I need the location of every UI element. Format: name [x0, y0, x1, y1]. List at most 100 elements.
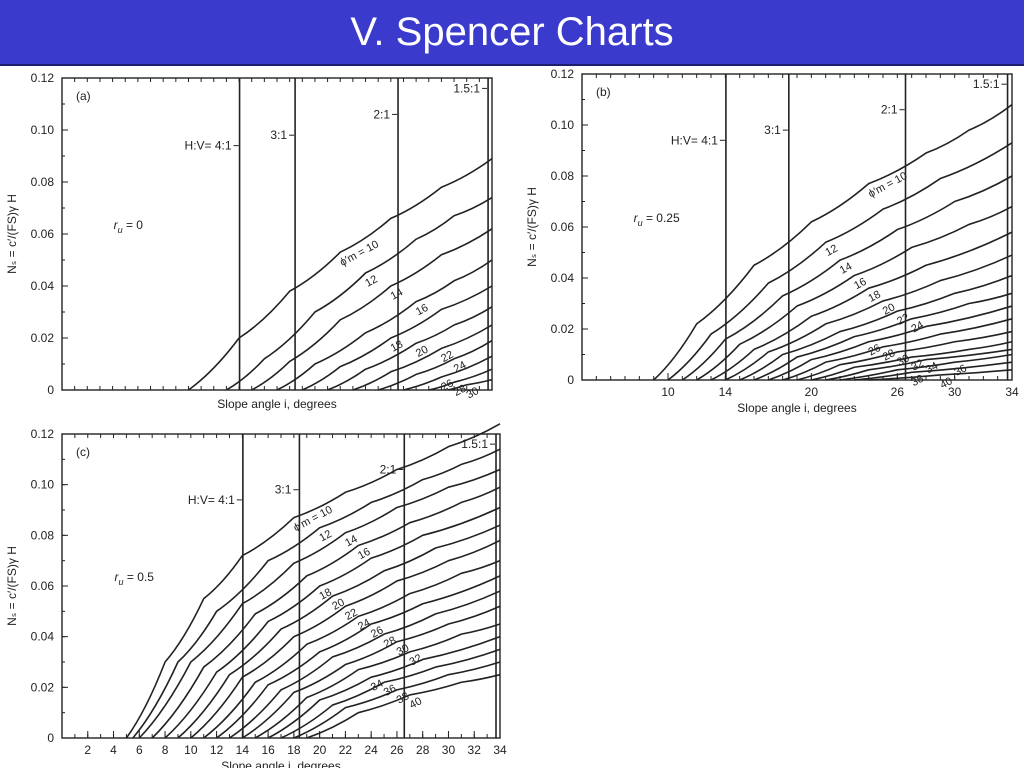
chart-b-xtick-label: 14: [719, 385, 733, 399]
chart-a-ytick-label: 0.06: [31, 227, 55, 241]
chart-b-xtick-label: 10: [661, 385, 675, 399]
chart-b-xtick-label: 26: [891, 385, 905, 399]
chart-c-ru-value: = 0.5: [124, 570, 155, 584]
chart-a-ref-label: 1.5:1: [453, 81, 480, 95]
chart-a-panel-label: (a): [76, 89, 91, 103]
chart-b-curve-label-28: 28: [881, 347, 897, 363]
chart-c-ref-label: H:V= 4:1: [188, 493, 235, 507]
chart-b-ref-label: H:V= 4:1: [671, 133, 718, 147]
chart-c-curve-label-16: 16: [356, 546, 372, 562]
spencer-chart-a: 0 0.02 0.04 0.06 0.08 0.10 0.12 Slope angle i, …: [5, 71, 493, 411]
chart-c-xlabel: Slope angle i, degrees: [221, 759, 340, 768]
chart-b-curve-phi-22: [739, 274, 1013, 381]
chart-a-curve-label-24: 24: [452, 359, 468, 375]
chart-a-curve-phi-30: [447, 378, 493, 391]
chart-c-curve-phi-38: [293, 661, 501, 739]
chart-b-curve-phi-12: [667, 142, 1013, 381]
chart-a-curve-phi-18: [301, 285, 493, 391]
chart-c-xtick-label: 8: [162, 743, 169, 757]
chart-c-xtick-label: 26: [390, 743, 404, 757]
chart-c-xtick-label: 12: [210, 743, 224, 757]
chart-b-ytick-label: 0.08: [551, 169, 575, 183]
chart-b-curve-phi-36: [839, 353, 1013, 381]
chart-a-curve-label-20: 20: [414, 344, 430, 360]
chart-b-panel-label: (b): [596, 85, 611, 99]
chart-c-curve-label-18: 18: [317, 586, 333, 602]
chart-a-ytick-label: 0.02: [31, 331, 55, 345]
chart-b-curve-phi-28: [782, 318, 1013, 381]
chart-b-xtick-label: 34: [1005, 385, 1019, 399]
chart-a-curve-label-10: ϕ′m = 10: [338, 238, 381, 268]
chart-c-curve-phi-16: [151, 486, 501, 739]
chart-b-ru-symbol: r: [634, 211, 639, 225]
chart-b-curve-label-10: ϕ′m = 10: [866, 170, 909, 200]
chart-a-ref-label: H:V= 4:1: [185, 139, 232, 153]
chart-a-curve-phi-16: [276, 259, 493, 391]
chart-c-curve-phi-34: [267, 635, 501, 739]
chart-c-xtick-label: 10: [184, 743, 198, 757]
chart-b-ru-value: = 0.25: [643, 211, 680, 225]
chart-a-ytick-label: 0: [47, 383, 54, 397]
chart-c-curve-phi-40: [306, 673, 501, 739]
spencer-chart-c: 00.020.040.060.080.100.122 4 6 8 10 12 14 16 18 2…: [5, 423, 507, 768]
chart-a-ru-value: = 0: [123, 218, 144, 232]
chart-b-curve-label-16: 16: [852, 276, 868, 292]
chart-a-ru-subscript: u: [118, 225, 123, 235]
chart-c-xtick-label: 30: [442, 743, 456, 757]
chart-c-curve-label-30: 30: [395, 642, 411, 658]
chart-a-ytick-label: 0.08: [31, 175, 55, 189]
chart-a-ylabel: Nₛ = c′/(FS)γ H: [5, 194, 19, 274]
chart-a-ref-label: 3:1: [270, 128, 287, 142]
chart-c-curve-phi-30: [241, 605, 501, 739]
chart-a-curve-phi-22: [352, 324, 493, 391]
chart-b-curve-phi-18: [710, 231, 1013, 381]
chart-a-curve-phi-24: [377, 339, 493, 391]
chart-b-xtick-label: 30: [948, 385, 962, 399]
chart-c-curve-phi-24: [203, 559, 501, 739]
slide-title: V. Spencer Charts: [350, 10, 674, 54]
chart-a-curve-phi-10: [188, 157, 493, 391]
chart-b-curve-label-12: 12: [823, 243, 839, 259]
chart-c-xtick-label: 14: [236, 743, 250, 757]
chart-c-ytick-label: 0.12: [31, 427, 55, 441]
chart-b-ref-label: 1.5:1: [973, 77, 1000, 91]
chart-c-ref-label: 3:1: [275, 483, 292, 497]
chart-c-xtick-label: 22: [339, 743, 353, 757]
chart-c-xtick-label: 24: [364, 743, 378, 757]
chart-a-ru-label: ru = 0: [114, 218, 144, 235]
chart-b-curve-label-18: 18: [866, 289, 882, 305]
chart-c-curve-phi-14: [138, 468, 501, 739]
chart-c-ref-label: 2:1: [380, 462, 397, 476]
chart-b-curve-phi-10: [653, 103, 1013, 381]
chart-a-ytick-label: 0.12: [31, 71, 55, 85]
chart-b-curve-phi-38: [854, 361, 1013, 381]
chart-a-curve-phi-28: [428, 368, 493, 391]
chart-c-ru-symbol: r: [115, 570, 120, 584]
chart-c-xtick-label: 2: [84, 743, 91, 757]
chart-c-curve-phi-12: [132, 448, 501, 739]
chart-a-ref-label: 2:1: [373, 107, 390, 121]
chart-b-curve-label-38: 38: [909, 373, 925, 389]
chart-b-ylabel: Nₛ = c′/(FS)γ H: [525, 187, 539, 267]
chart-b-ytick-label: 0: [567, 373, 574, 387]
chart-c-curve-label-24: 24: [356, 617, 372, 633]
chart-b-xlabel: Slope angle i, degrees: [737, 401, 856, 415]
chart-c-curve-phi-36: [280, 648, 501, 739]
chart-a-ytick-label: 0.10: [31, 123, 55, 137]
chart-c-ytick-label: 0: [47, 731, 54, 745]
chart-a-ytick-label: 0.04: [31, 279, 55, 293]
chart-c-curve-phi-10: [125, 423, 501, 739]
chart-b-ytick-label: 0.02: [551, 322, 575, 336]
chart-b-ru-label: ru = 0.25: [634, 211, 680, 228]
chart-c-ru-subscript: u: [119, 577, 124, 587]
chart-b-curve-phi-40: [868, 369, 1013, 381]
spencer-chart-b: 0 0.02 0.04 0.06 0.08 0.10 0.12 10 14 20 26 30 34 Slo…: [525, 67, 1019, 415]
chart-a-curve-label-28: 28: [452, 383, 468, 399]
chart-c-ytick-label: 0.06: [31, 579, 55, 593]
chart-c-ytick-label: 0.04: [31, 630, 55, 644]
slide-title-bar: V. Spencer Charts: [0, 0, 1024, 66]
chart-c-xtick-label: 34: [493, 743, 507, 757]
chart-a-curve-phi-12: [226, 196, 493, 391]
chart-c-ytick-label: 0.10: [31, 478, 55, 492]
chart-c-curve-phi-20: [177, 524, 501, 739]
